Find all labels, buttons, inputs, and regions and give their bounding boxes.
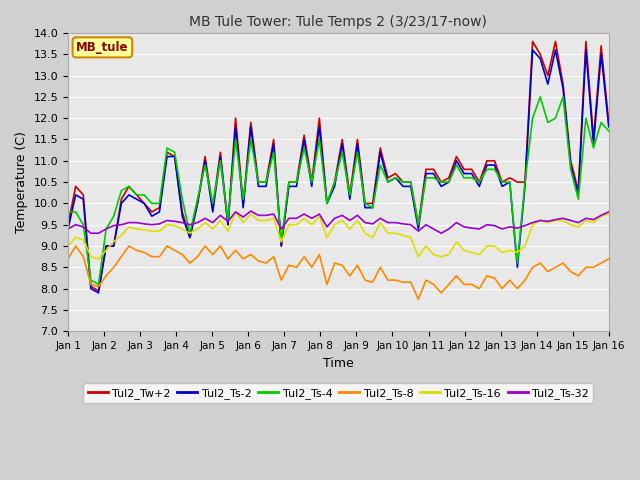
Text: MB_tule: MB_tule (76, 41, 129, 54)
Legend: Tul2_Tw+2, Tul2_Ts-2, Tul2_Ts-4, Tul2_Ts-8, Tul2_Ts-16, Tul2_Ts-32: Tul2_Tw+2, Tul2_Ts-2, Tul2_Ts-4, Tul2_Ts… (83, 384, 593, 403)
Title: MB Tule Tower: Tule Temps 2 (3/23/17-now): MB Tule Tower: Tule Temps 2 (3/23/17-now… (189, 15, 487, 29)
Y-axis label: Temperature (C): Temperature (C) (15, 131, 28, 233)
X-axis label: Time: Time (323, 357, 354, 370)
